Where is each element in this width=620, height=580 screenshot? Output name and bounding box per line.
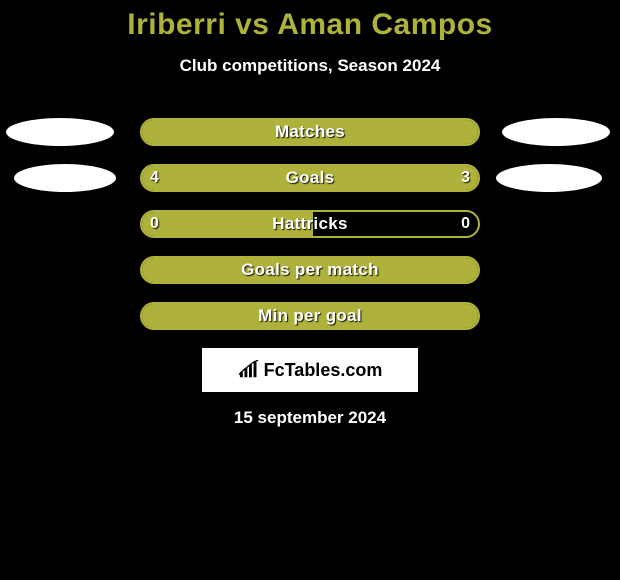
- source-logo-text: FcTables.com: [264, 360, 383, 381]
- stat-row-goals: Goals 4 3: [0, 164, 620, 192]
- value-right: 3: [461, 164, 470, 192]
- comparison-infographic: Iriberri vs Aman Campos Club competition…: [0, 0, 620, 580]
- stat-rows: Matches Goals 4 3 Hattricks 0 0: [0, 118, 620, 330]
- barchart-icon: [238, 360, 260, 380]
- player-right-ellipse: [502, 118, 610, 146]
- stat-row-goals-per-match: Goals per match: [0, 256, 620, 284]
- bar-label: Goals per match: [140, 256, 480, 284]
- player-right-ellipse: [496, 164, 602, 192]
- source-logo: FcTables.com: [238, 360, 383, 381]
- bar-label: Goals: [140, 164, 480, 192]
- stat-row-hattricks: Hattricks 0 0: [0, 210, 620, 238]
- value-left: 4: [150, 164, 159, 192]
- stat-row-matches: Matches: [0, 118, 620, 146]
- player-left-ellipse: [14, 164, 116, 192]
- value-right: 0: [461, 210, 470, 238]
- bar-label: Min per goal: [140, 302, 480, 330]
- bar-label: Hattricks: [140, 210, 480, 238]
- value-left: 0: [150, 210, 159, 238]
- bar-label: Matches: [140, 118, 480, 146]
- generated-date: 15 september 2024: [0, 408, 620, 428]
- page-subtitle: Club competitions, Season 2024: [0, 56, 620, 76]
- page-title: Iriberri vs Aman Campos: [0, 0, 620, 42]
- player-left-ellipse: [6, 118, 114, 146]
- stat-row-min-per-goal: Min per goal: [0, 302, 620, 330]
- source-logo-card: FcTables.com: [202, 348, 418, 392]
